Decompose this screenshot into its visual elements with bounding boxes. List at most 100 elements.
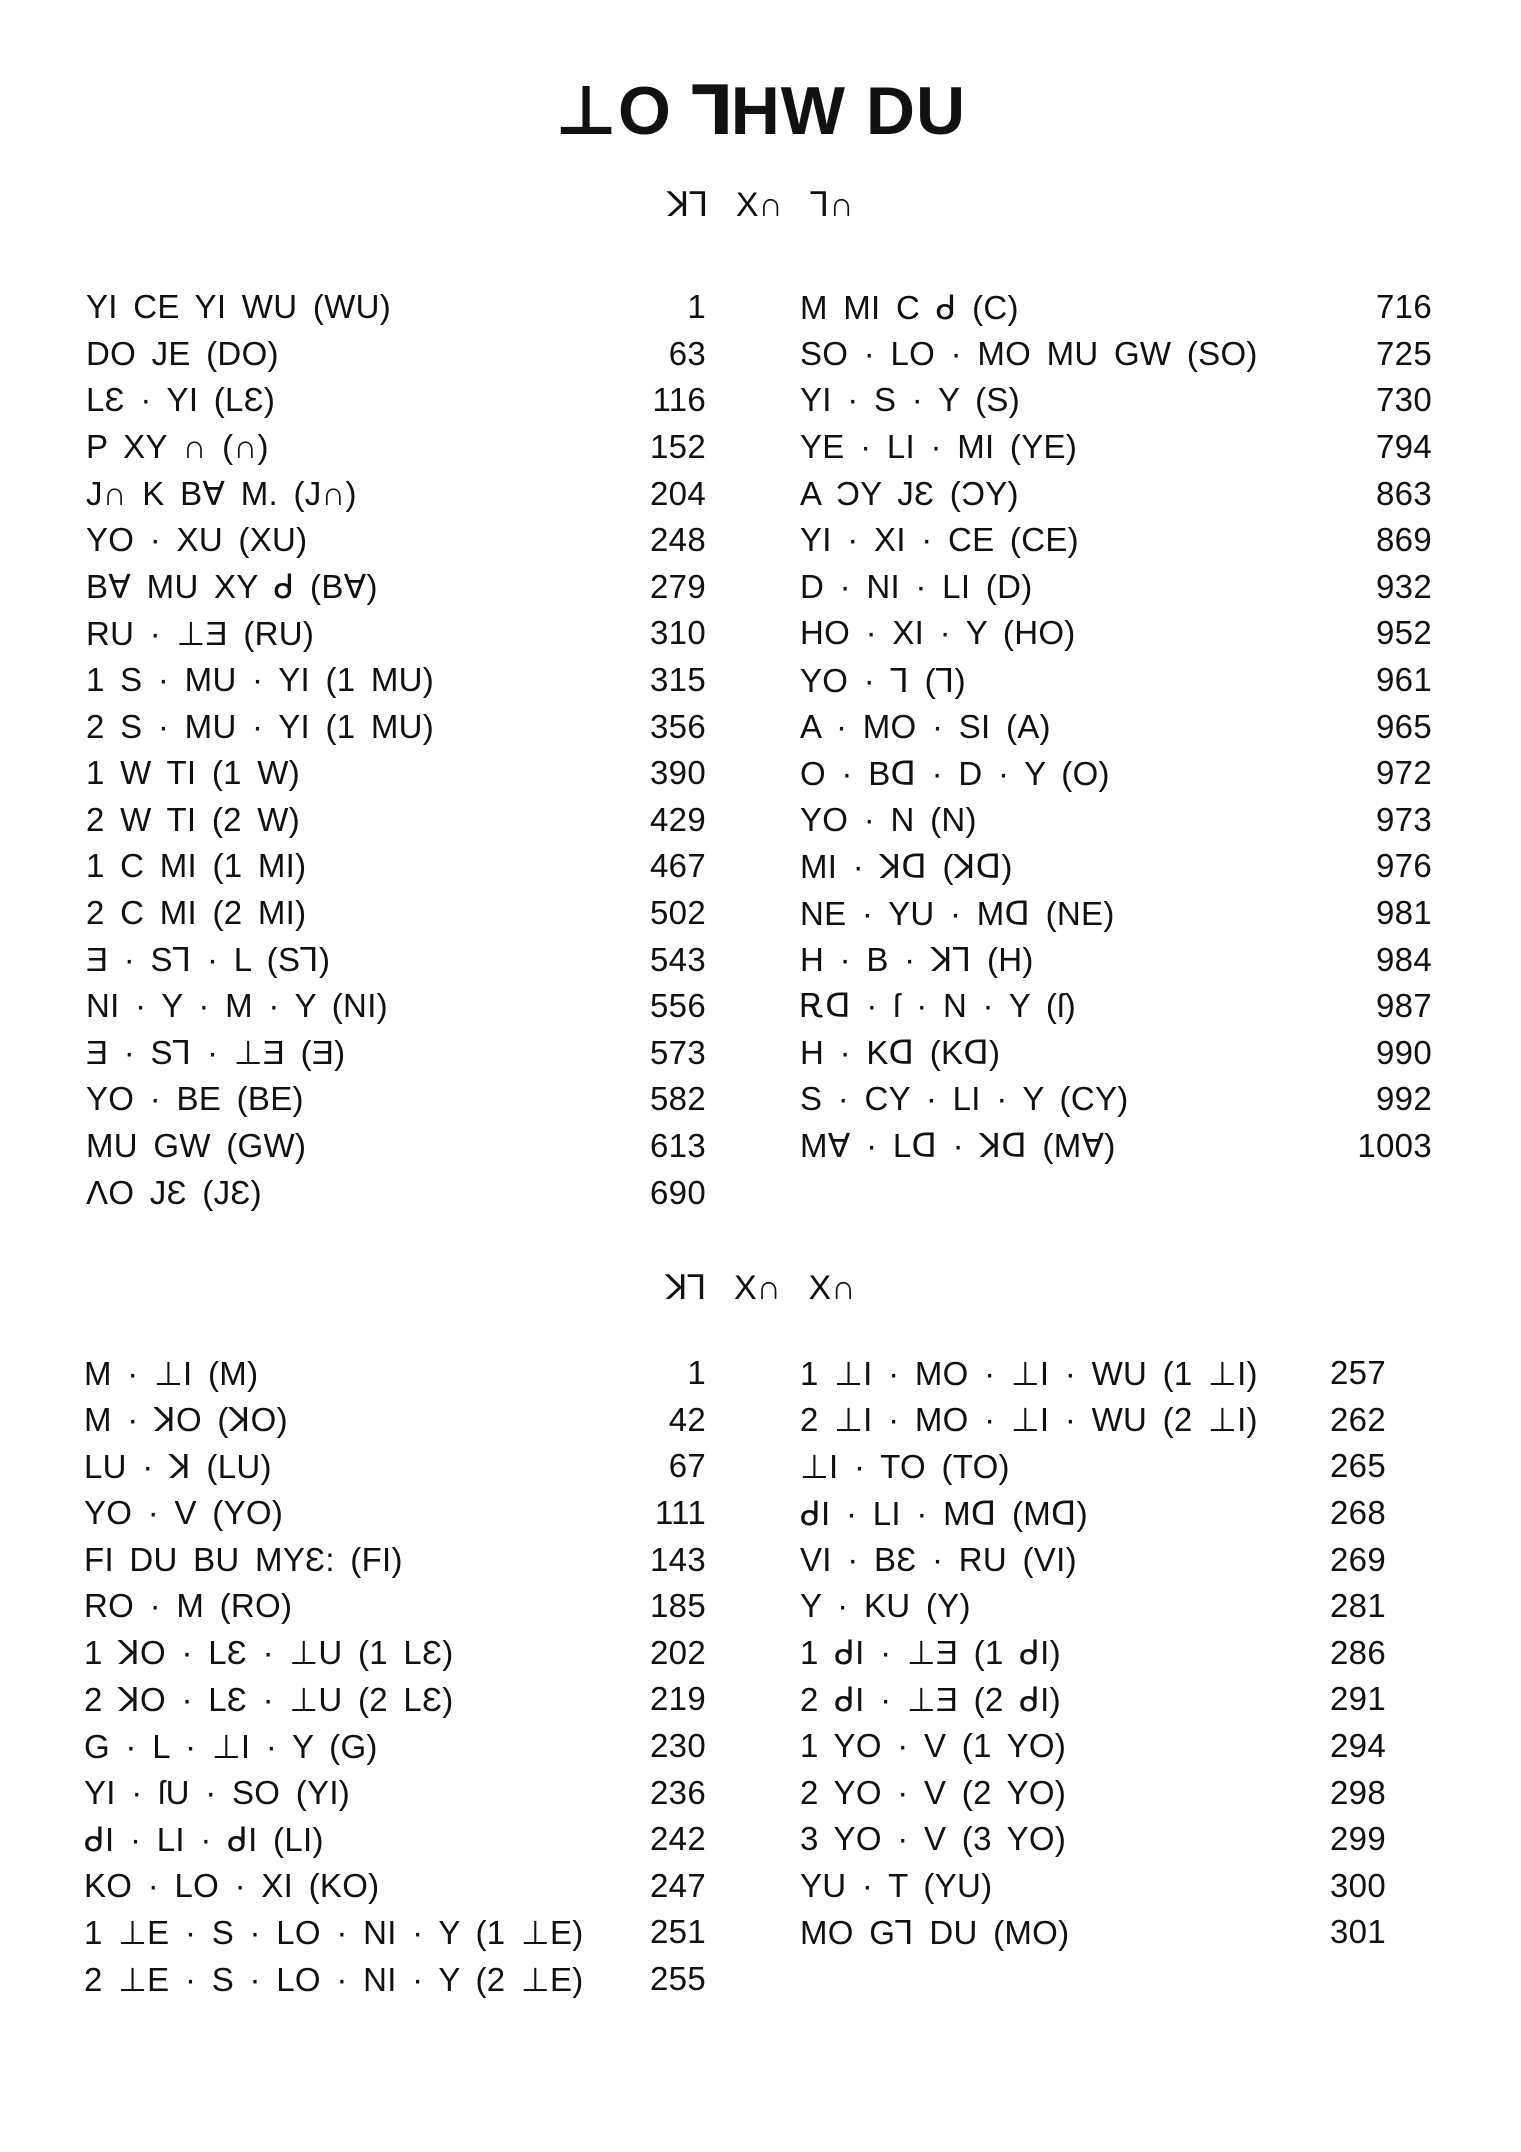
toc-entry: 1 S · MU · YI (1 MU) 315	[86, 657, 706, 704]
entry-title: H · B · ꓘ⅂ (H)	[800, 941, 1034, 979]
entry-page-number: 299	[1330, 1820, 1386, 1858]
entry-title: 1 ⊥E · S · LO · NI · Y (1 ⊥E)	[84, 1913, 584, 1951]
entry-page-number: 1003	[1357, 1126, 1432, 1164]
toc-entry: 2 ᑯI · ⊥Ǝ (2 ᑯI) 291	[800, 1676, 1386, 1723]
entry-page-number: 204	[650, 474, 706, 512]
entry-title: O · Bᗡ · D · Y (O)	[800, 754, 1110, 792]
toc-column-left: YI CE YI WU (WU) 1 DO JE (DO) 63 LƐ · YI (LƐ…	[86, 284, 706, 1216]
entry-title: RO · M (RO)	[84, 1587, 293, 1625]
toc-entry: 2 YO · V (2 YO) 298	[800, 1769, 1386, 1816]
entry-page-number: 502	[650, 894, 706, 932]
entry-title: 2 ⊥I · MO · ⊥I · WU (2 ⊥I)	[800, 1401, 1258, 1439]
toc-entry: YI · XI · CE (CE) 869	[800, 517, 1432, 564]
entry-title: Ꭱᗡ · ſ · N · Y (ſ)	[800, 987, 1077, 1025]
entry-page-number: 725	[1376, 334, 1432, 372]
entry-page-number: 298	[1330, 1773, 1386, 1811]
entry-title: MO G⅂ DU (MO)	[800, 1913, 1070, 1951]
toc-entry: RO · M (RO) 185	[84, 1583, 706, 1630]
toc-entry: RU · ⊥Ǝ (RU) 310	[86, 610, 706, 657]
entry-title: S · CY · LI · Y (CY)	[800, 1080, 1129, 1118]
entry-page-number: 67	[668, 1447, 706, 1485]
entry-page-number: 143	[650, 1540, 706, 1578]
entry-page-number: 1	[687, 1354, 706, 1392]
toc-entry: SO · LO · MO MU GW (SO) 725	[800, 331, 1432, 378]
toc-entry: 1 ⊥E · S · LO · NI · Y (1 ⊥E) 251	[84, 1909, 706, 1956]
entry-page-number: 251	[650, 1913, 706, 1951]
toc-entry: M∀ · Lᗡ · ꓘᗡ (M∀) 1003	[800, 1123, 1432, 1170]
entry-title: 1 ᑯI · ⊥Ǝ (1 ᑯI)	[800, 1634, 1061, 1672]
entry-title: KO · LO · XI (KO)	[84, 1866, 380, 1904]
toc-entry: M · ⊥I (M) 1	[84, 1350, 706, 1397]
entry-title: 2 ᑯI · ⊥Ǝ (2 ᑯI)	[800, 1680, 1061, 1718]
entry-page-number: 976	[1376, 847, 1432, 885]
entry-title: H · Kᗡ (Kᗡ)	[800, 1034, 1001, 1072]
toc-entry: YI · ſU · SO (YI) 236	[84, 1769, 706, 1816]
toc-entry: 2 C MI (2 MI) 502	[86, 890, 706, 937]
entry-title: YI · ſU · SO (YI)	[84, 1773, 351, 1811]
toc-entry: 1 YO · V (1 YO) 294	[800, 1723, 1386, 1770]
entry-title: ᑯI · LI · ᑯI (LI)	[84, 1820, 324, 1858]
entry-title: YO · N (N)	[800, 800, 977, 838]
toc-entry: ᑯI · LI · ᑯI (LI) 242	[84, 1816, 706, 1863]
entry-page-number: 116	[652, 381, 706, 419]
toc-entry: MI · ꓘᗡ (ꓘᗡ) 976	[800, 843, 1432, 890]
entry-page-number: 230	[650, 1727, 706, 1765]
entry-page-number: 543	[650, 940, 706, 978]
entry-page-number: 582	[650, 1080, 706, 1118]
toc-entry: Ꭱᗡ · ſ · N · Y (ſ) 987	[800, 983, 1432, 1030]
entry-title: M · ⊥I (M)	[84, 1354, 259, 1392]
entry-page-number: 716	[1376, 288, 1432, 326]
entry-title: YI CE YI WU (WU)	[86, 288, 392, 326]
entry-title: YO · ⅂ (⅂)	[800, 661, 966, 699]
entry-title: 1 S · MU · YI (1 MU)	[86, 661, 435, 699]
toc-entry: LU · ꓘ (LU) 67	[84, 1443, 706, 1490]
toc-entry: LƐ · YI (LƐ) 116	[86, 377, 706, 424]
entry-page-number: 152	[650, 428, 706, 466]
entry-page-number: 257	[1330, 1354, 1386, 1392]
toc-entry: YI · S · Y (S) 730	[800, 377, 1432, 424]
entry-title: RU · ⊥Ǝ (RU)	[86, 614, 315, 652]
toc-entry: D · NI · LI (D) 932	[800, 564, 1432, 611]
entry-title: MI · ꓘᗡ (ꓘᗡ)	[800, 847, 1013, 885]
entry-page-number: 690	[650, 1173, 706, 1211]
entry-page-number: 279	[650, 567, 706, 605]
entry-title: SO · LO · MO MU GW (SO)	[800, 334, 1258, 372]
toc-entry: YO · N (N) 973	[800, 797, 1432, 844]
entry-title: A · MO · SI (A)	[800, 707, 1051, 745]
entry-page-number: 429	[650, 800, 706, 838]
toc-entry: 1 ᑯI · ⊥Ǝ (1 ᑯI) 286	[800, 1630, 1386, 1677]
toc-entry: 2 W TI (2 W) 429	[86, 797, 706, 844]
entry-page-number: 315	[650, 661, 706, 699]
toc-entry: YE · LI · MI (YE) 794	[800, 424, 1432, 471]
toc-entry: VI · BƐ · RU (VI) 269	[800, 1536, 1386, 1583]
toc-entry: NE · YU · Mᗡ (NE) 981	[800, 890, 1432, 937]
entry-page-number: 291	[1330, 1680, 1386, 1718]
toc-entry: YO · V (YO) 111	[84, 1490, 706, 1537]
entry-page-number: 992	[1376, 1080, 1432, 1118]
entry-page-number: 730	[1376, 381, 1432, 419]
entry-title: B∀ MU XY ᑯ (B∀)	[86, 568, 378, 606]
entry-page-number: 42	[668, 1400, 706, 1438]
entry-page-number: 984	[1376, 940, 1432, 978]
entry-title: M∀ · Lᗡ · ꓘᗡ (M∀)	[800, 1127, 1116, 1165]
toc-entry: 2 S · MU · YI (1 MU) 356	[86, 703, 706, 750]
entry-page-number: 932	[1376, 567, 1432, 605]
entry-title: YU · T (YU)	[800, 1866, 993, 1904]
entry-page-number: 268	[1330, 1494, 1386, 1532]
entry-page-number: 281	[1330, 1587, 1386, 1625]
entry-page-number: 236	[650, 1773, 706, 1811]
entry-page-number: 965	[1376, 707, 1432, 745]
entry-page-number: 972	[1376, 754, 1432, 792]
toc-entry: HO · XI · Y (HO) 952	[800, 610, 1432, 657]
entry-title: ΛO JƐ (JƐ)	[86, 1173, 262, 1211]
page-title: ⊥O ⅂HW DU	[554, 73, 967, 149]
toc-entry: YO · BE (BE) 582	[86, 1076, 706, 1123]
entry-page-number: 987	[1376, 987, 1432, 1025]
toc-entry: NI · Y · M · Y (NI) 556	[86, 983, 706, 1030]
toc-entry: 2 ꓘO · LƐ · ⊥U (2 LƐ) 219	[84, 1676, 706, 1723]
toc-entry: Ǝ · S⅂ · ⊥Ǝ (Ǝ) 573	[86, 1030, 706, 1077]
entry-title: YI · S · Y (S)	[800, 381, 1021, 419]
toc-entry: O · Bᗡ · D · Y (O) 972	[800, 750, 1432, 797]
entry-page-number: 247	[650, 1866, 706, 1904]
entry-title: VI · BƐ · RU (VI)	[800, 1540, 1077, 1578]
